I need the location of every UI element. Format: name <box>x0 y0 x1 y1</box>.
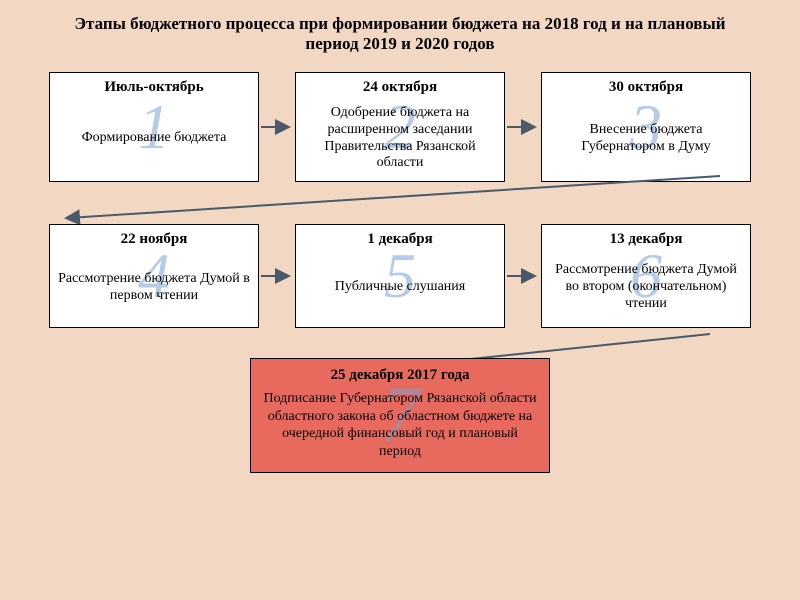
stage-4: 4 22 ноября Рассмотрение бюджета Думой в… <box>49 224 259 328</box>
final-date: 25 декабря 2017 года <box>263 367 537 384</box>
stage-date: 1 декабря <box>304 231 496 248</box>
arrow-icon <box>505 224 541 328</box>
stage-3: 3 30 октября Внесение бюджета Губернатор… <box>541 72 751 182</box>
row-2: 4 22 ноября Рассмотрение бюджета Думой в… <box>0 224 800 328</box>
stage-5: 5 1 декабря Публичные слушания <box>295 224 505 328</box>
stage-desc: Внесение бюджета Губернатором в Думу <box>550 102 742 175</box>
page-title: Этапы бюджетного процесса при формирован… <box>0 0 800 60</box>
arrow-icon <box>505 72 541 182</box>
stage-desc: Формирование бюджета <box>58 102 250 175</box>
stage-2: 2 24 октября Одобрение бюджета на расшир… <box>295 72 505 182</box>
stage-date: Июль-октябрь <box>58 79 250 96</box>
final-desc: Подписание Губернатором Рязанской област… <box>263 390 537 460</box>
stage-date: 24 октября <box>304 79 496 96</box>
arrow-icon <box>259 224 295 328</box>
stage-desc: Рассмотрение бюджета Думой во втором (ок… <box>550 254 742 321</box>
stage-date: 30 октября <box>550 79 742 96</box>
stage-desc: Рассмотрение бюджета Думой в первом чтен… <box>58 254 250 321</box>
arrow-icon <box>259 72 295 182</box>
stage-6: 6 13 декабря Рассмотрение бюджета Думой … <box>541 224 751 328</box>
stage-desc: Публичные слушания <box>304 254 496 321</box>
stage-1: 1 Июль-октябрь Формирование бюджета <box>49 72 259 182</box>
stage-desc: Одобрение бюджета на расширенном заседан… <box>304 102 496 175</box>
stage-date: 22 ноября <box>58 231 250 248</box>
stage-date: 13 декабря <box>550 231 742 248</box>
stage-7-final: 7 25 декабря 2017 года Подписание Губерн… <box>250 358 550 473</box>
row-1: 1 Июль-октябрь Формирование бюджета 2 24… <box>0 72 800 182</box>
